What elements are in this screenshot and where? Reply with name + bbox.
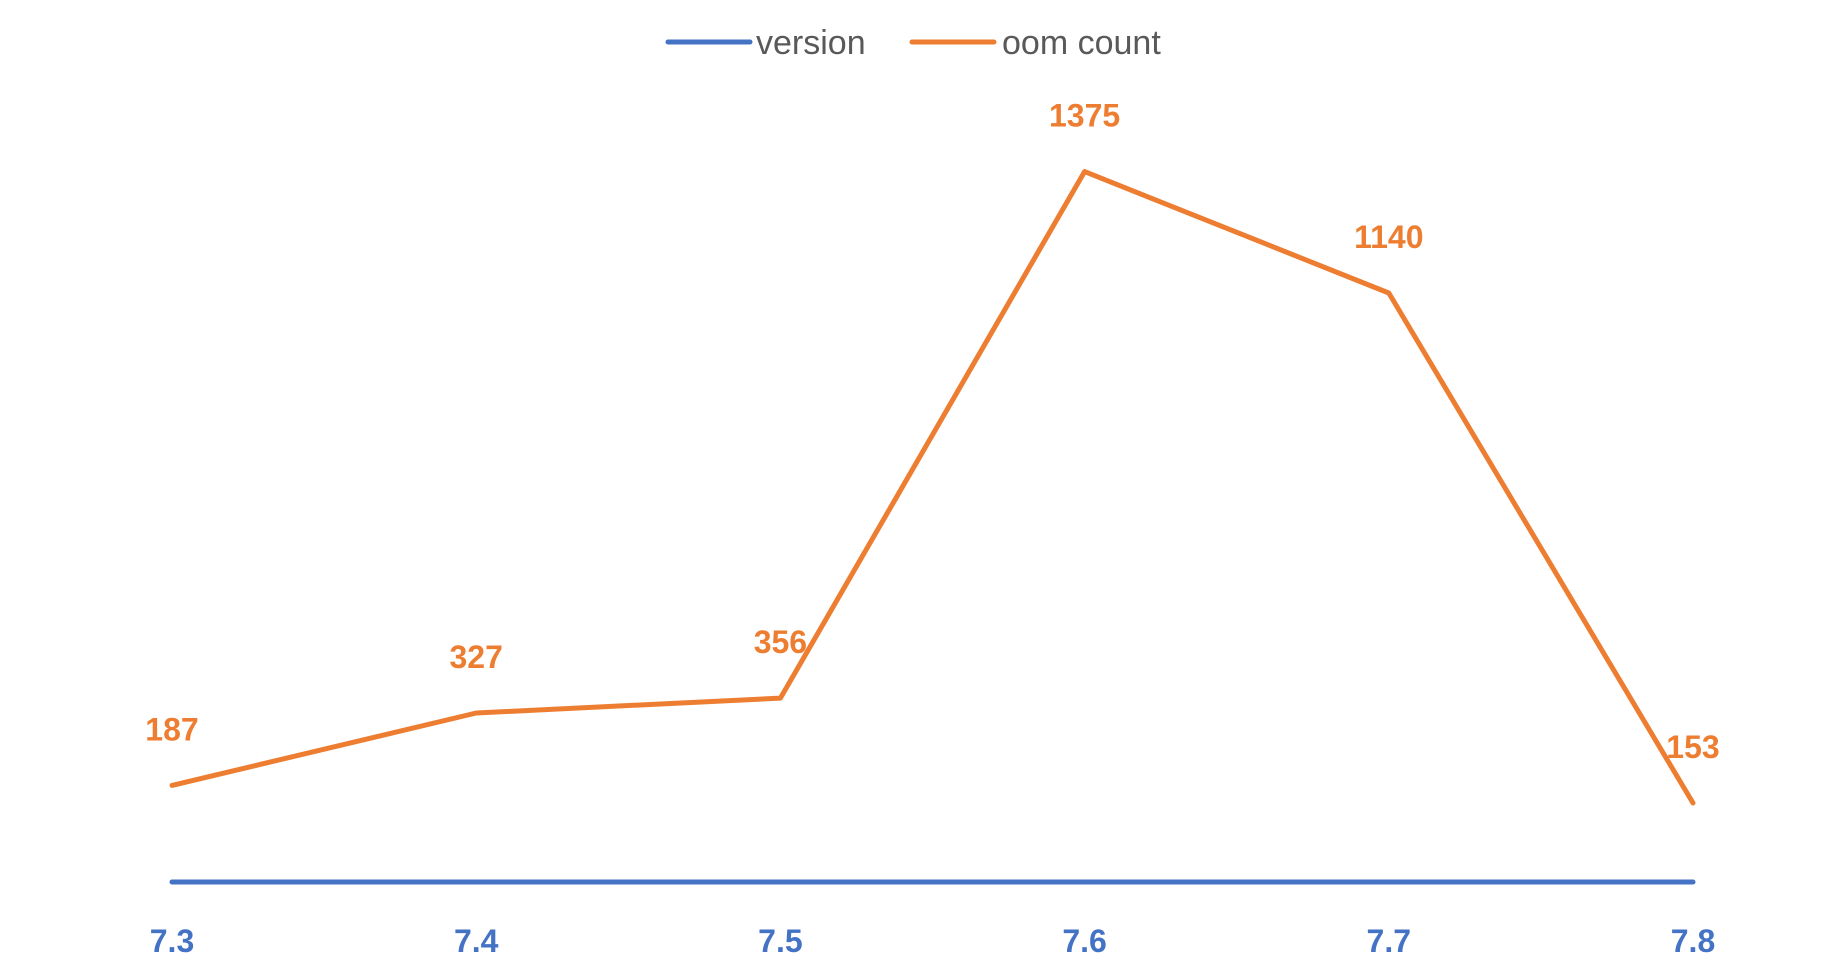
data-label-oom-count-7-3: 187: [145, 711, 198, 747]
legend-label-version: version: [756, 24, 866, 62]
series-line-oom-count: [169, 169, 1696, 806]
data-labels-layer: 187 327 356 1375 1140 153: [145, 98, 1719, 765]
data-label-oom-count-7-7: 1140: [1354, 219, 1423, 255]
data-label-oom-count-7-6: 1375: [1049, 98, 1120, 134]
data-label-oom-count-7-5: 356: [754, 624, 807, 660]
x-tick-label-7-5: 7.5: [758, 923, 802, 959]
x-axis-tick-labels: 7.3 7.4 7.5 7.6 7.7 7.8: [150, 923, 1715, 959]
x-tick-label-7-4: 7.4: [454, 923, 499, 959]
x-tick-label-7-3: 7.3: [150, 923, 194, 959]
legend-item-oom-count: oom count: [909, 24, 1161, 62]
legend-item-version: version: [665, 24, 866, 62]
x-tick-label-7-7: 7.7: [1367, 923, 1411, 959]
series-layer: [169, 169, 1696, 885]
x-tick-label-7-8: 7.8: [1671, 923, 1715, 959]
legend-label-oom-count: oom count: [1002, 24, 1161, 62]
data-label-oom-count-7-4: 327: [450, 639, 503, 675]
data-label-oom-count-7-8: 153: [1666, 729, 1719, 765]
legend: version oom count: [665, 24, 1161, 62]
x-tick-label-7-6: 7.6: [1062, 923, 1106, 959]
